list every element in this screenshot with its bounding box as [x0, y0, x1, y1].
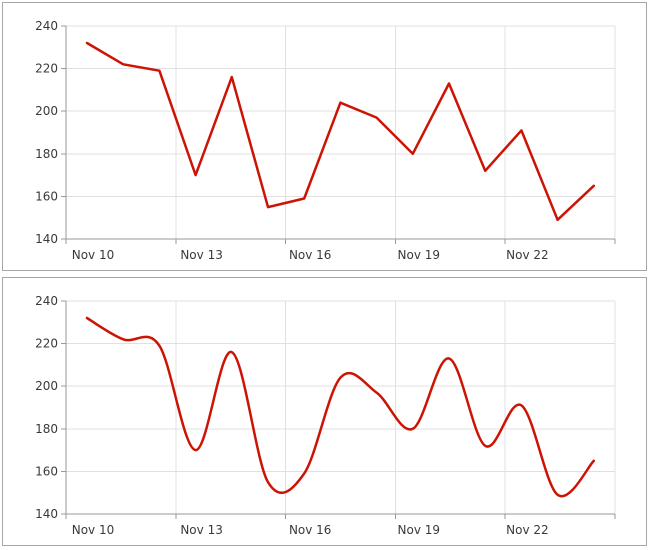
y-axis-label: 220 — [35, 62, 58, 76]
y-axis-label: 200 — [35, 379, 58, 393]
x-axis-label: Nov 13 — [180, 523, 223, 537]
series-line — [85, 41, 596, 222]
x-axis-label: Nov 13 — [180, 248, 223, 262]
x-axis-label: Nov 19 — [398, 523, 441, 537]
y-axis-label: 140 — [35, 507, 58, 521]
straight-line-chart-panel: 240 220 200 180 160 140 Nov 10 Nov 13 Nov 16 Nov … — [2, 2, 647, 271]
y-axis-label: 200 — [35, 104, 58, 118]
y-axis-label: 140 — [35, 232, 58, 246]
y-axis-label: 180 — [35, 147, 58, 161]
y-axis-label: 160 — [35, 464, 58, 478]
smoothed-line-chart: 240 220 200 180 160 140 Nov 10 Nov 13 Nov 16 Nov … — [35, 294, 616, 537]
x-axis-label: Nov 16 — [289, 523, 332, 537]
y-axis-label: 240 — [35, 19, 58, 33]
y-axis-label: 180 — [35, 422, 58, 436]
straight-line-chart: 240 220 200 180 160 140 Nov 10 Nov 13 Nov 16 Nov … — [35, 19, 616, 262]
x-axis-label: Nov 10 — [72, 248, 115, 262]
y-axis-label: 160 — [35, 189, 58, 203]
y-axis-label: 220 — [35, 337, 58, 351]
smoothed-line-chart-panel: 240 220 200 180 160 140 Nov 10 Nov 13 Nov 16 Nov … — [2, 277, 647, 546]
x-axis-label: Nov 22 — [506, 523, 549, 537]
x-axis-label: Nov 19 — [398, 248, 441, 262]
x-axis-label: Nov 16 — [289, 248, 332, 262]
x-axis-label: Nov 10 — [72, 523, 115, 537]
series-line — [85, 316, 596, 498]
y-axis-label: 240 — [35, 294, 58, 308]
x-axis-label: Nov 22 — [506, 248, 549, 262]
